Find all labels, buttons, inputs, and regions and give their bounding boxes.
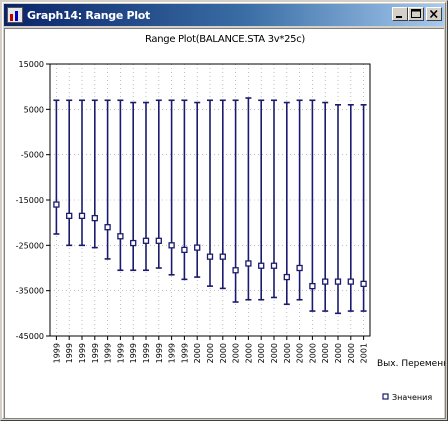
chart-title: Range Plot(BALANCE.STA 3v*25c) [144, 34, 306, 45]
minimize-button[interactable] [392, 7, 408, 21]
x-tick-label: 2000 [244, 343, 253, 363]
y-axis: -45000 -35000 -25000 -15000 -5000 5000 15000 [16, 60, 50, 341]
value-marker [347, 278, 354, 285]
x-tick-label: 2000 [334, 343, 343, 363]
range-plot: -45000 -35000 -25000 -15000 -5000 5000 15000 1… [16, 60, 445, 402]
y-tick-label: 5000 [24, 105, 44, 114]
close-icon [429, 9, 438, 19]
x-axis: 1999 1999 1999 1999 1999 1999 1999 1999 1999 1999… [52, 336, 369, 363]
value-marker [104, 224, 111, 231]
x-tick-label: 1999 [129, 343, 138, 363]
y-tick-label: -45000 [16, 332, 44, 341]
value-marker [270, 262, 278, 269]
x-tick-label: 1999 [91, 343, 100, 363]
value-marker [130, 239, 137, 247]
x-tick-label: 1999 [142, 343, 151, 363]
value-marker [66, 212, 73, 220]
x-tick-label: 1999 [155, 343, 164, 363]
value-marker [168, 242, 175, 249]
value-marker [155, 237, 162, 244]
value-marker [181, 246, 188, 254]
x-tick-label: 1999 [180, 343, 189, 363]
value-marker [334, 278, 342, 285]
value-marker [78, 212, 86, 220]
value-marker [206, 253, 214, 260]
x-axis-name: Вых. Переменная [377, 359, 445, 369]
maximize-icon [411, 9, 421, 18]
title-bar[interactable]: Graph14: Range Plot [4, 4, 444, 26]
x-tick-label: 1999 [78, 343, 87, 363]
window-title: Graph14: Range Plot [27, 8, 150, 22]
x-tick-label: 1999 [52, 343, 61, 363]
maximize-button[interactable] [408, 7, 424, 21]
value-marker [309, 282, 316, 290]
x-tick-label: 2000 [219, 343, 228, 363]
x-tick-label: 1999 [65, 343, 74, 363]
value-marker [117, 233, 124, 240]
value-marker [245, 260, 252, 267]
x-tick-label: 2000 [206, 343, 215, 363]
close-button[interactable] [426, 7, 442, 21]
chart-area: Range Plot(BALANCE.STA 3v*25c) -45000 -35… [4, 28, 445, 418]
y-tick-label: 15000 [19, 60, 44, 69]
y-tick-label: -35000 [16, 287, 44, 296]
value-marker [258, 262, 265, 269]
value-marker [91, 214, 98, 222]
value-marker [53, 201, 60, 208]
value-marker [322, 278, 329, 285]
value-marker [142, 237, 150, 244]
legend-label: Значения [392, 393, 432, 402]
x-tick-label: 1999 [116, 343, 125, 363]
x-tick-label: 1999 [104, 343, 113, 363]
x-tick-label: 2000 [193, 343, 202, 363]
value-marker [194, 244, 201, 251]
x-tick-label: 2000 [308, 343, 317, 363]
x-tick-label: 2001 [360, 343, 369, 363]
value-marker [219, 253, 226, 260]
x-tick-label: 1999 [168, 343, 177, 363]
value-marker [296, 264, 303, 272]
value-marker [283, 273, 290, 281]
minimize-icon [396, 16, 402, 18]
value-marker [360, 280, 367, 288]
x-tick-label: 2000 [270, 343, 279, 363]
x-tick-label: 2000 [321, 343, 330, 363]
x-tick-label: 2000 [232, 343, 241, 363]
y-tick-label: -15000 [16, 196, 44, 205]
range-series [53, 97, 367, 315]
x-tick-label: 2000 [347, 343, 356, 363]
x-tick-label: 2000 [283, 343, 292, 363]
x-tick-label: 2000 [257, 343, 266, 363]
value-marker [232, 267, 239, 274]
legend-marker [382, 393, 389, 400]
y-tick-label: -25000 [16, 241, 44, 250]
window-controls [392, 7, 442, 21]
x-tick-label: 2000 [296, 343, 305, 363]
chart-app-icon[interactable] [7, 7, 23, 23]
y-tick-label: -5000 [21, 151, 44, 160]
